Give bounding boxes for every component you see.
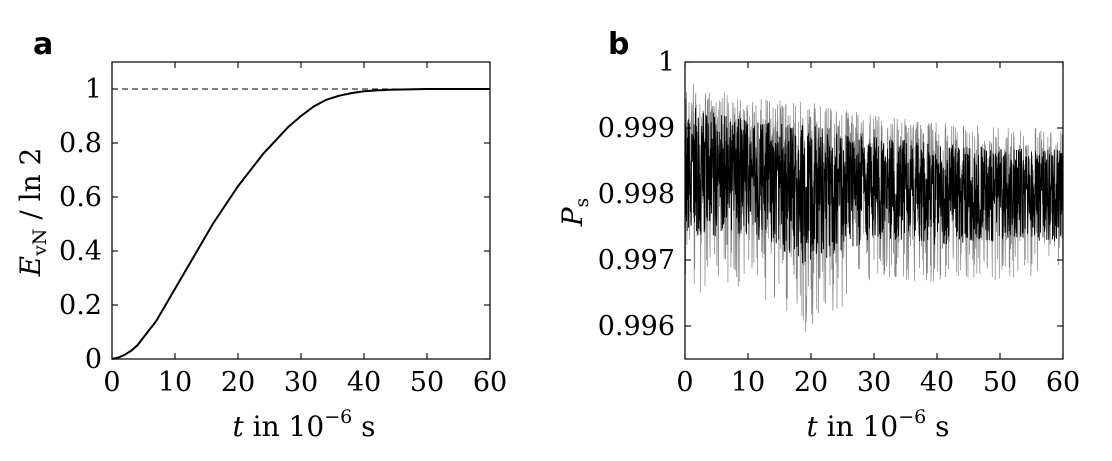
x-tick-label: 10	[731, 367, 765, 398]
panel-b: b 0 10 20 30 40 50 60 0.996 0.997 0.998 0.999 1 t …	[556, 27, 1080, 443]
panel-b-y-ticks: 0.996 0.997 0.998 0.999 1	[598, 47, 1063, 342]
x-tick-label: 20	[221, 367, 255, 398]
panel-b-noise-core	[684, 107, 1064, 264]
x-tick-label: 50	[410, 367, 444, 398]
y-tick-label: 0.996	[598, 311, 675, 342]
panel-a-x-axis-label: t in 10−6 s	[233, 406, 376, 443]
y-tick-label: 0.997	[598, 245, 675, 276]
x-tick-label: 10	[158, 367, 192, 398]
panel-a-axes-frame	[111, 61, 491, 360]
panel-a: a 0 10 20 30 40 50 60 0 0.2 0.4 0.6 0.8 1 t in 10−6…	[14, 27, 507, 443]
y-tick-label: 0.6	[59, 182, 102, 213]
panel-a-x-ticks: 0 10 20 30 40 50 60	[103, 62, 507, 398]
panel-a-y-ticks: 0 0.2 0.4 0.6 0.8 1	[59, 74, 490, 375]
y-tick-label: 1	[658, 47, 675, 78]
panel-a-y-axis-label: EvN / ln 2	[14, 148, 51, 278]
x-tick-label: 40	[347, 367, 381, 398]
x-tick-label: 40	[920, 367, 954, 398]
panel-a-series-line	[111, 88, 490, 360]
panel-letter-b: b	[608, 27, 629, 62]
panel-b-y-axis-label: Ps	[556, 198, 593, 228]
y-tick-label: 0.4	[59, 236, 102, 267]
panel-letter-a: a	[33, 27, 53, 62]
panel-b-x-axis-label: t in 10−6 s	[807, 406, 950, 443]
y-tick-label: 0.998	[598, 179, 675, 210]
x-tick-label: 0	[103, 367, 120, 398]
x-tick-label: 20	[794, 367, 828, 398]
x-tick-label: 60	[473, 367, 507, 398]
x-tick-label: 0	[676, 367, 693, 398]
x-tick-label: 30	[857, 367, 891, 398]
y-tick-label: 0.999	[598, 113, 675, 144]
x-tick-label: 30	[284, 367, 318, 398]
panel-b-x-ticks: 0 10 20 30 40 50 60	[676, 62, 1080, 398]
y-tick-label: 0.2	[59, 290, 102, 321]
x-tick-label: 60	[1046, 367, 1080, 398]
y-tick-label: 0.8	[59, 128, 102, 159]
panel-b-series-noise	[684, 83, 1064, 333]
y-tick-label: 0	[85, 344, 102, 375]
y-tick-label: 1	[85, 74, 102, 105]
x-tick-label: 50	[983, 367, 1017, 398]
